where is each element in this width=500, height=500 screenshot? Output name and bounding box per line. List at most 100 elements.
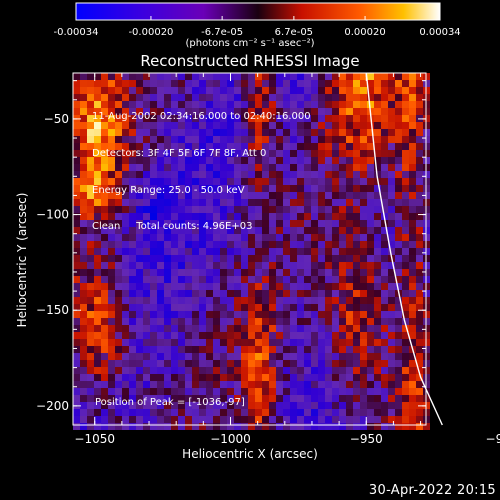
heatmap-cell [157, 248, 164, 255]
heatmap-cell [178, 297, 185, 304]
heatmap-cell [241, 94, 248, 101]
heatmap-cell [360, 416, 367, 423]
heatmap-cell [304, 339, 311, 346]
heatmap-cell [73, 297, 80, 304]
heatmap-cell [192, 290, 199, 297]
heatmap-cell [129, 395, 136, 402]
heatmap-cell [269, 220, 276, 227]
heatmap-cell [353, 290, 360, 297]
heatmap-cell [129, 409, 136, 416]
heatmap-cell [94, 80, 101, 87]
heatmap-cell [178, 255, 185, 262]
heatmap-cell [87, 178, 94, 185]
heatmap-cell [388, 248, 395, 255]
heatmap-cell [157, 318, 164, 325]
heatmap-cell [325, 241, 332, 248]
heatmap-cell [325, 360, 332, 367]
heatmap-cell [171, 339, 178, 346]
heatmap-cell [234, 164, 241, 171]
heatmap-cell [157, 115, 164, 122]
heatmap-cell [332, 164, 339, 171]
heatmap-cell [262, 122, 269, 129]
heatmap-cell [304, 213, 311, 220]
heatmap-cell [276, 290, 283, 297]
heatmap-cell [381, 80, 388, 87]
heatmap-cell [360, 115, 367, 122]
heatmap-cell [143, 157, 150, 164]
heatmap-cell [227, 101, 234, 108]
heatmap-cell [360, 164, 367, 171]
heatmap-cell [374, 157, 381, 164]
heatmap-cell [122, 311, 129, 318]
heatmap-cell [178, 262, 185, 269]
heatmap-cell [241, 199, 248, 206]
heatmap-cell [304, 311, 311, 318]
heatmap-cell [213, 423, 220, 430]
heatmap-cell [374, 220, 381, 227]
heatmap-cell [318, 150, 325, 157]
heatmap-cell [353, 276, 360, 283]
heatmap-cell [178, 325, 185, 332]
heatmap-cell [178, 290, 185, 297]
heatmap-cell [283, 199, 290, 206]
heatmap-cell [80, 381, 87, 388]
heatmap-cell [192, 136, 199, 143]
heatmap-cell [101, 185, 108, 192]
heatmap-cell [143, 402, 150, 409]
heatmap-cell [353, 346, 360, 353]
heatmap-cell [304, 164, 311, 171]
heatmap-cell [220, 136, 227, 143]
heatmap-cell [290, 297, 297, 304]
heatmap-cell [346, 220, 353, 227]
heatmap-cell [122, 199, 129, 206]
heatmap-cell [136, 234, 143, 241]
heatmap-cell [129, 136, 136, 143]
heatmap-cell [192, 283, 199, 290]
heatmap-cell [171, 136, 178, 143]
heatmap-cell [143, 297, 150, 304]
heatmap-cell [206, 276, 213, 283]
heatmap-cell [353, 248, 360, 255]
heatmap-cell [283, 325, 290, 332]
heatmap-cell [353, 332, 360, 339]
heatmap-cell [409, 304, 416, 311]
heatmap-cell [185, 381, 192, 388]
heatmap-cell [416, 94, 423, 101]
heatmap-cell [157, 213, 164, 220]
heatmap-cell [262, 115, 269, 122]
heatmap-cell [241, 143, 248, 150]
heatmap-cell [87, 311, 94, 318]
heatmap-cell [101, 395, 108, 402]
heatmap-cell [164, 297, 171, 304]
heatmap-cell [339, 157, 346, 164]
heatmap-cell [262, 423, 269, 430]
heatmap-cell [276, 402, 283, 409]
heatmap-cell [297, 346, 304, 353]
heatmap-cell [199, 353, 206, 360]
heatmap-cell [101, 192, 108, 199]
heatmap-cell [94, 339, 101, 346]
heatmap-cell [80, 213, 87, 220]
heatmap-cell [234, 108, 241, 115]
heatmap-cell [339, 185, 346, 192]
heatmap-cell [381, 73, 388, 80]
heatmap-cell [101, 213, 108, 220]
heatmap-cell [227, 171, 234, 178]
info-line: Energy Range: 25.0 - 50.0 keV [92, 184, 245, 196]
heatmap-cell [192, 297, 199, 304]
heatmap-cell [199, 360, 206, 367]
heatmap-cell [346, 318, 353, 325]
heatmap-cell [73, 122, 80, 129]
heatmap-cell [311, 416, 318, 423]
heatmap-cell [311, 73, 318, 80]
heatmap-cell [143, 409, 150, 416]
heatmap-cell [115, 206, 122, 213]
heatmap-cell [402, 185, 409, 192]
heatmap-cell [157, 129, 164, 136]
heatmap-cell [164, 234, 171, 241]
heatmap-cell [136, 339, 143, 346]
heatmap-cell [304, 381, 311, 388]
heatmap-cell [395, 409, 402, 416]
colorbar-tick-label: 6.7e-05 [275, 27, 313, 38]
heatmap-cell [94, 360, 101, 367]
